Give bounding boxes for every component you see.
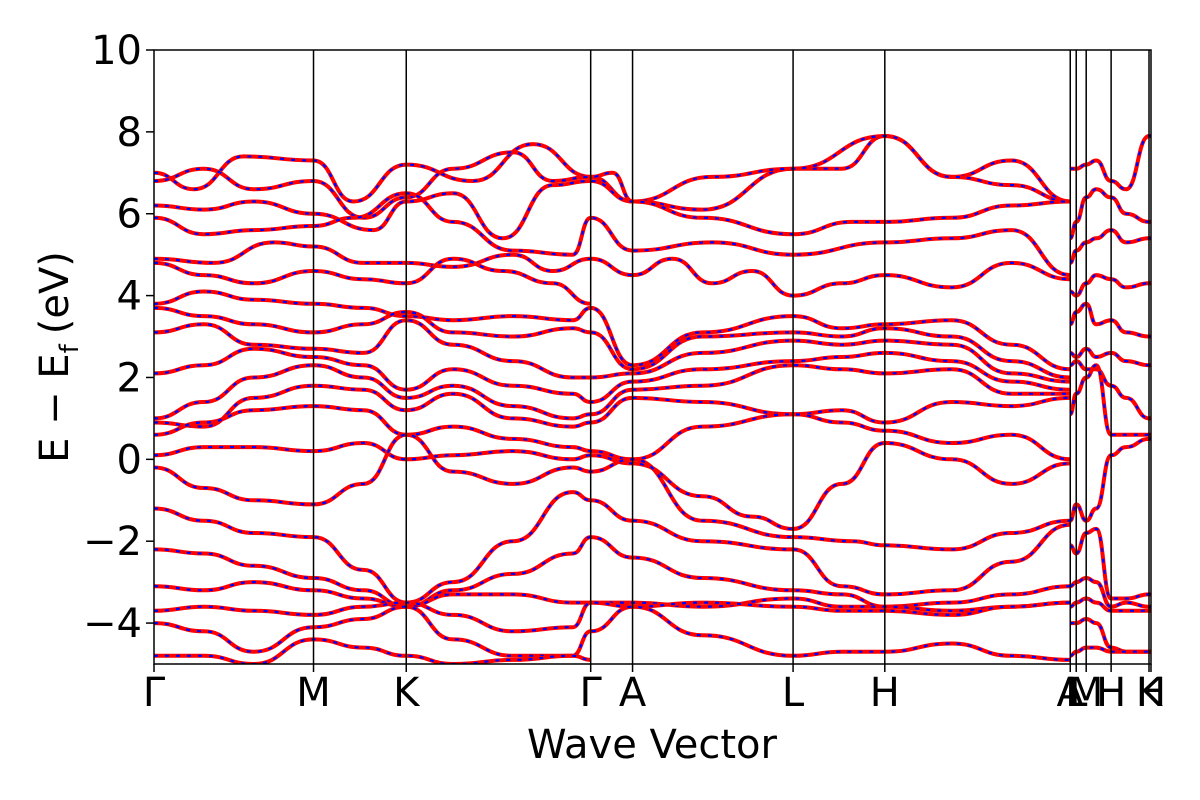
band-line-dashed-7 (154, 306, 1071, 379)
x-tick-label: M (1069, 670, 1104, 716)
y-tick-label: 10 (91, 28, 142, 74)
x-tick-label: H (1136, 670, 1166, 716)
x-tick-label: L (1065, 670, 1088, 716)
band-line-15 (154, 490, 1071, 605)
y-axis-title-main: E − E (32, 353, 78, 463)
y-axis-title-unit: (eV) (32, 251, 78, 334)
band-line-dashed-3 (154, 192, 1071, 277)
band-line-dashed-20 (154, 638, 591, 664)
band-line-dashed-28 (1069, 364, 1151, 436)
x-tick-label: A (1057, 670, 1085, 716)
kpoint-lines (312, 50, 1150, 664)
y-tick-label: 2 (117, 355, 142, 401)
band-line-dashed-31 (1070, 576, 1151, 608)
band-line-dashed-11 (154, 384, 1071, 428)
plot-frame (153, 49, 1152, 665)
x-axis-title: Wave Vector (527, 722, 778, 768)
y-tick-label: 4 (117, 274, 142, 320)
band-line-dashed-30 (1069, 527, 1151, 600)
band-line-dashed-19 (154, 605, 1071, 661)
x-tick-label: H (870, 670, 900, 716)
band-line-dashed-2 (154, 179, 1071, 240)
band-line-25 (1069, 301, 1151, 339)
band-line-dashed-17 (154, 580, 1071, 612)
x-tick-label: H (1096, 670, 1126, 716)
band-line-32 (1069, 596, 1151, 613)
y-tick-label: 6 (117, 192, 142, 238)
y-tick-label: 0 (117, 437, 142, 483)
x-tick-label: K (393, 670, 421, 716)
y-axis-title: E − Ef (eV) (32, 251, 85, 463)
band-line-dashed-22 (1069, 188, 1151, 240)
band-line-dashed-6 (154, 290, 1071, 371)
band-line-dashed-12 (154, 404, 1071, 461)
band-line-27 (1069, 359, 1151, 421)
y-axis: −4 −2 0 2 4 6 8 10 (83, 28, 154, 647)
band-line-dashed-4 (154, 241, 1071, 297)
x-tick-label: Γ (143, 670, 166, 716)
band-line-dashed-18 (154, 601, 1071, 633)
band-line-dashed-34 (1070, 646, 1151, 657)
x-tick-label: K (1136, 670, 1164, 716)
band-line-dashed-23 (1069, 228, 1151, 264)
x-tick-label: M (296, 670, 331, 716)
y-axis-title-subscript: f (55, 343, 85, 353)
band-line-10 (154, 363, 1071, 421)
x-tick-label: L (782, 670, 805, 716)
band-line-29 (1069, 436, 1151, 523)
band-line-13 (154, 441, 1071, 531)
band-line-dashed-5 (154, 257, 591, 305)
band-line-21 (1070, 134, 1151, 192)
x-tick-label: Γ (580, 670, 603, 716)
band-line-dashed-26 (1070, 347, 1151, 367)
x-tick-label: A (619, 670, 647, 716)
y-tick-label: −2 (83, 519, 142, 565)
band-line-dashed-9 (154, 347, 1071, 404)
y-tick-label: 8 (117, 110, 142, 156)
y-tick-label: −4 (83, 601, 142, 647)
band-line-dashed-24 (1070, 273, 1151, 297)
